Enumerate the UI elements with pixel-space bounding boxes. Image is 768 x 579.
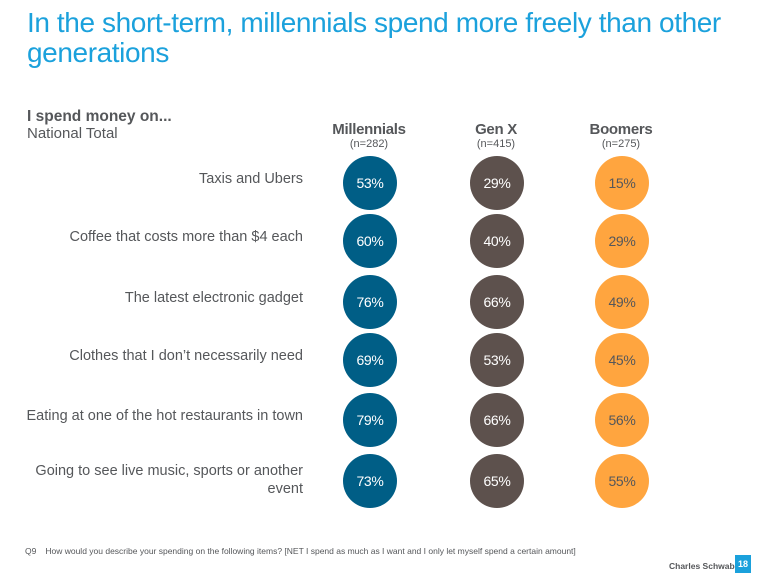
series-name: Boomers <box>589 121 653 138</box>
column-header-millennials: Millennials (n=282) <box>309 121 429 151</box>
sample-size: (n=282) <box>349 138 389 150</box>
slide-title: In the short-term, millennials spend mor… <box>27 7 721 68</box>
subheading: National Total <box>27 125 118 142</box>
row-label-line: Eating at one of the hot restaurants in … <box>26 408 303 424</box>
value-bubble-millennials: 79% <box>343 393 397 447</box>
row-label-line: Taxis and Ubers <box>199 171 303 187</box>
sample-size: (n=275) <box>601 138 641 150</box>
value-bubble-gen-x: 66% <box>470 393 524 447</box>
value-bubble-gen-x: 66% <box>470 275 524 329</box>
sample-size: (n=415) <box>476 138 516 150</box>
row-label: Clothes that I don’t necessarily need <box>0 347 303 365</box>
value-bubble-gen-x: 65% <box>470 454 524 508</box>
value-bubble-boomers: 49% <box>595 275 649 329</box>
row-label: Eating at one of the hot restaurants in … <box>0 407 303 425</box>
row-label: Coffee that costs more than $4 each <box>0 228 304 246</box>
row-label: The latest electronic gadget <box>0 289 303 307</box>
value-bubble-millennials: 60% <box>343 214 397 268</box>
column-header-genx: Gen X (n=415) <box>436 121 556 151</box>
page-number: 18 <box>735 555 751 573</box>
row-label-line: Clothes that I don’t necessarily need <box>69 348 303 364</box>
value-bubble-millennials: 69% <box>343 333 397 387</box>
row-label: Taxis and Ubers <box>0 170 303 188</box>
value-bubble-boomers: 29% <box>595 214 649 268</box>
value-bubble-millennials: 73% <box>343 454 397 508</box>
value-bubble-boomers: 45% <box>595 333 649 387</box>
value-bubble-gen-x: 53% <box>470 333 524 387</box>
row-header: I spend money on... National Total <box>27 108 172 142</box>
value-bubble-gen-x: 29% <box>470 156 524 210</box>
footnote-text: How would you describe your spending on … <box>45 546 576 556</box>
row-label: Going to see live music, sports or anoth… <box>0 462 303 498</box>
question-heading: I spend money on... <box>27 108 172 125</box>
footnote: Q9 How would you describe your spending o… <box>25 546 576 556</box>
row-label-line: Going to see live music, sports or anoth… <box>35 463 303 479</box>
column-header-boomers: Boomers (n=275) <box>561 121 681 151</box>
row-label-line: Coffee that costs more than $4 each <box>69 229 304 245</box>
value-bubble-boomers: 56% <box>595 393 649 447</box>
series-name: Millennials <box>332 121 406 138</box>
value-bubble-gen-x: 40% <box>470 214 524 268</box>
row-label-line: event <box>267 481 303 497</box>
series-name: Gen X <box>475 121 517 138</box>
row-label-line: The latest electronic gadget <box>124 290 303 306</box>
value-bubble-millennials: 76% <box>343 275 397 329</box>
footnote-question-number: Q9 <box>25 546 37 556</box>
value-bubble-millennials: 53% <box>343 156 397 210</box>
brand-name: Charles Schwab <box>669 561 735 571</box>
value-bubble-boomers: 15% <box>595 156 649 210</box>
value-bubble-boomers: 55% <box>595 454 649 508</box>
